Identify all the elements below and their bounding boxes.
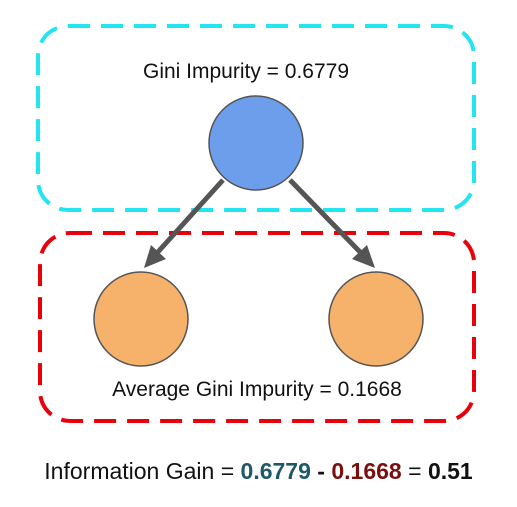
information-gain-equation: Information Gain = 0.6779 - 0.1668 = 0.5… <box>0 458 517 485</box>
right-child-node <box>328 271 424 367</box>
children-nodes-box <box>38 231 476 423</box>
average-gini-label: Average Gini Impurity = 0.1668 <box>112 378 402 401</box>
right-edge-arrow <box>288 178 375 268</box>
parent-gini-label: Gini Impurity = 0.6779 <box>143 60 349 83</box>
information-gain-prefix: Information Gain = <box>44 458 241 484</box>
parent-gini-value: 0.6779 <box>240 458 311 484</box>
left-child-node <box>93 271 189 367</box>
information-gain-result: 0.51 <box>427 458 473 484</box>
equals-sign: = <box>401 458 428 484</box>
child-gini-value: 0.1668 <box>331 458 402 484</box>
parent-node <box>208 95 304 191</box>
left-edge-arrow <box>144 178 225 268</box>
minus-sign: - <box>310 458 332 484</box>
